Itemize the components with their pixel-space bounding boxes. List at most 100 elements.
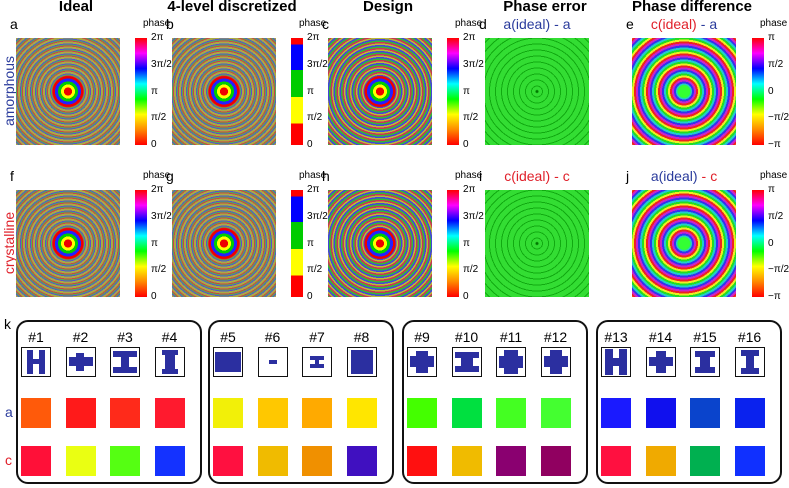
color-swatch — [451, 398, 482, 428]
row-label: c — [5, 452, 12, 468]
colorbar-tick-label: π — [768, 184, 775, 195]
color-swatch — [690, 398, 720, 428]
unit-icon — [65, 347, 96, 377]
unit-id: #4 — [161, 329, 178, 345]
phase-map — [485, 38, 589, 145]
subtitle: c(ideal) - a — [651, 16, 717, 32]
color-swatch — [540, 398, 571, 428]
colorbar-tick-label: π — [307, 85, 314, 97]
color-swatch — [451, 446, 482, 476]
colorbar-tick-label: 3π/2 — [307, 210, 328, 222]
unit-id: #11 — [499, 329, 523, 345]
subtitle-part: - — [700, 16, 706, 32]
icon-shape — [350, 350, 373, 374]
phase-map — [632, 38, 736, 145]
subtitle-part: - — [554, 168, 559, 184]
colorbar-tick-label: π — [151, 85, 158, 97]
subtitle-part: c — [562, 168, 570, 184]
colorbar-tick-label: 2π — [307, 184, 320, 195]
colorbar — [291, 38, 303, 145]
colorbar-tick-label: 2π — [463, 32, 476, 43]
colorbar-tick-label: 0 — [463, 291, 469, 302]
colorbar — [447, 190, 459, 297]
unit-icon — [21, 347, 51, 377]
color-swatch — [734, 398, 765, 428]
color-swatch — [21, 446, 51, 476]
group-box — [16, 320, 202, 484]
colorbar-tick-label: −π/2 — [768, 264, 789, 276]
panel-letter: b — [166, 16, 174, 32]
colorbar-tick-label: −π — [768, 139, 781, 150]
icon-shape — [549, 350, 562, 374]
unit-icon — [540, 347, 571, 377]
row-label: amorphous — [1, 55, 17, 127]
colorbar — [752, 38, 764, 145]
panel-letter: g — [166, 168, 174, 184]
column-title: Phase difference — [631, 0, 753, 15]
panel-letter: j — [626, 168, 630, 184]
panel-letter: i — [479, 168, 483, 184]
colorbar-tick-label: π — [463, 85, 470, 97]
colorbar-tick-label: π/2 — [768, 210, 784, 222]
phase-map — [328, 190, 432, 297]
colorbar-tick-label: π/2 — [463, 264, 479, 276]
panel-letter: a — [10, 16, 18, 32]
color-swatch — [110, 398, 140, 428]
unit-id: #3 — [117, 329, 133, 345]
color-swatch — [645, 398, 676, 428]
phase-map — [328, 38, 432, 145]
colorbar-tick-label: π/2 — [151, 264, 167, 276]
icon-shape — [215, 352, 241, 372]
color-swatch — [407, 446, 437, 476]
color-swatch — [346, 446, 377, 476]
panel-letter: d — [479, 16, 487, 32]
colorbar-tick-label: 3π/2 — [463, 58, 484, 70]
colorbar-tick-label: 3π/2 — [151, 210, 172, 222]
subtitle-part: a — [562, 16, 571, 32]
icon-shape — [164, 350, 175, 374]
icon-shape — [27, 359, 45, 364]
color-swatch — [65, 446, 96, 476]
colorbar — [752, 190, 764, 297]
colorbar-label: phase — [299, 18, 327, 29]
unit-icon — [690, 347, 720, 377]
color-swatch — [645, 446, 676, 476]
column-title: Phase error — [503, 0, 587, 15]
colorbar-tick-label: π/2 — [307, 264, 323, 276]
color-swatch — [601, 398, 631, 428]
color-swatch — [734, 446, 765, 476]
color-swatch — [346, 398, 377, 428]
phase-map — [172, 38, 276, 145]
icon-shape — [655, 351, 666, 373]
phase-map — [172, 190, 276, 297]
unit-id: #10 — [454, 329, 479, 345]
colorbar — [135, 38, 147, 145]
unit-id: #2 — [72, 329, 89, 345]
colorbar-label: phase — [143, 18, 171, 29]
icon-shape — [268, 360, 277, 364]
unit-icon — [257, 347, 288, 377]
colorbar-tick-label: 0 — [307, 291, 313, 302]
color-swatch — [540, 446, 571, 476]
color-swatch — [154, 446, 185, 476]
column-title: Ideal — [58, 0, 94, 15]
color-swatch — [257, 446, 288, 476]
unit-id: #1 — [28, 329, 44, 345]
panel-letter: f — [10, 168, 14, 184]
unit-icon — [451, 347, 482, 377]
color-swatch — [601, 446, 631, 476]
group-box — [208, 320, 394, 484]
colorbar-label: phase — [455, 170, 483, 181]
icon-shape — [745, 350, 754, 374]
icon-shape — [504, 350, 518, 374]
subtitle-part: - — [554, 16, 559, 32]
row-label: a — [5, 404, 13, 420]
unit-icon — [110, 347, 140, 377]
unit-icon — [407, 347, 437, 377]
color-swatch — [21, 398, 51, 428]
colorbar-tick-label: 0 — [768, 85, 774, 97]
colorbar-tick-label: 0 — [151, 139, 157, 150]
colorbar-tick-label: π/2 — [307, 112, 323, 124]
colorbar-tick-label: π — [307, 237, 314, 249]
